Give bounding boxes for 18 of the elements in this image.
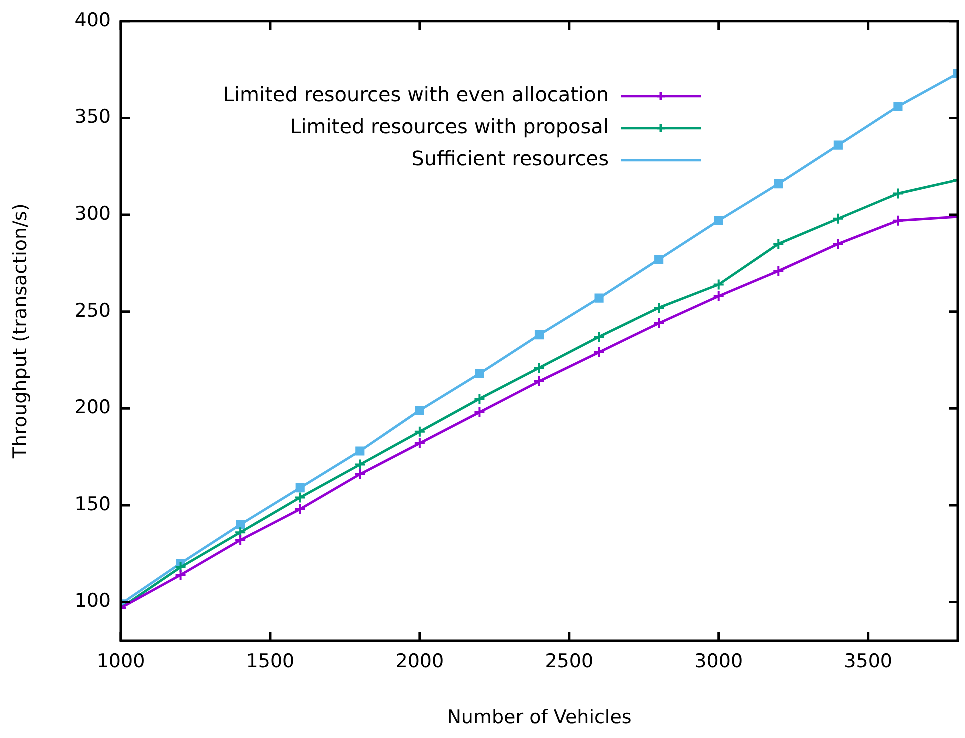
y-tick-label: 250 (74, 300, 111, 322)
y-axis-title: Throughput (transaction/s) (9, 204, 32, 460)
x-axis-title: Number of Vehicles (447, 706, 632, 729)
y-tick-label: 150 (74, 493, 111, 516)
y-tick-label: 350 (74, 106, 111, 128)
legend-label: Limited resources with even allocation (223, 82, 609, 107)
legend-label: Limited resources with proposal (290, 114, 609, 139)
legend-label: Sufficient resources (412, 146, 609, 171)
x-tick-label: 3000 (694, 650, 744, 672)
x-tick-label: 1000 (96, 650, 146, 672)
x-tick-label: 2500 (545, 650, 594, 672)
y-tick-label: 200 (74, 396, 111, 419)
x-tick-label: 1500 (246, 650, 295, 672)
y-tick-label: 300 (74, 202, 111, 225)
y-tick-label: 100 (74, 590, 111, 612)
x-tick-label: 2000 (396, 650, 444, 672)
x-tick-label: 3500 (844, 650, 892, 672)
y-tick-label: 400 (74, 9, 111, 32)
